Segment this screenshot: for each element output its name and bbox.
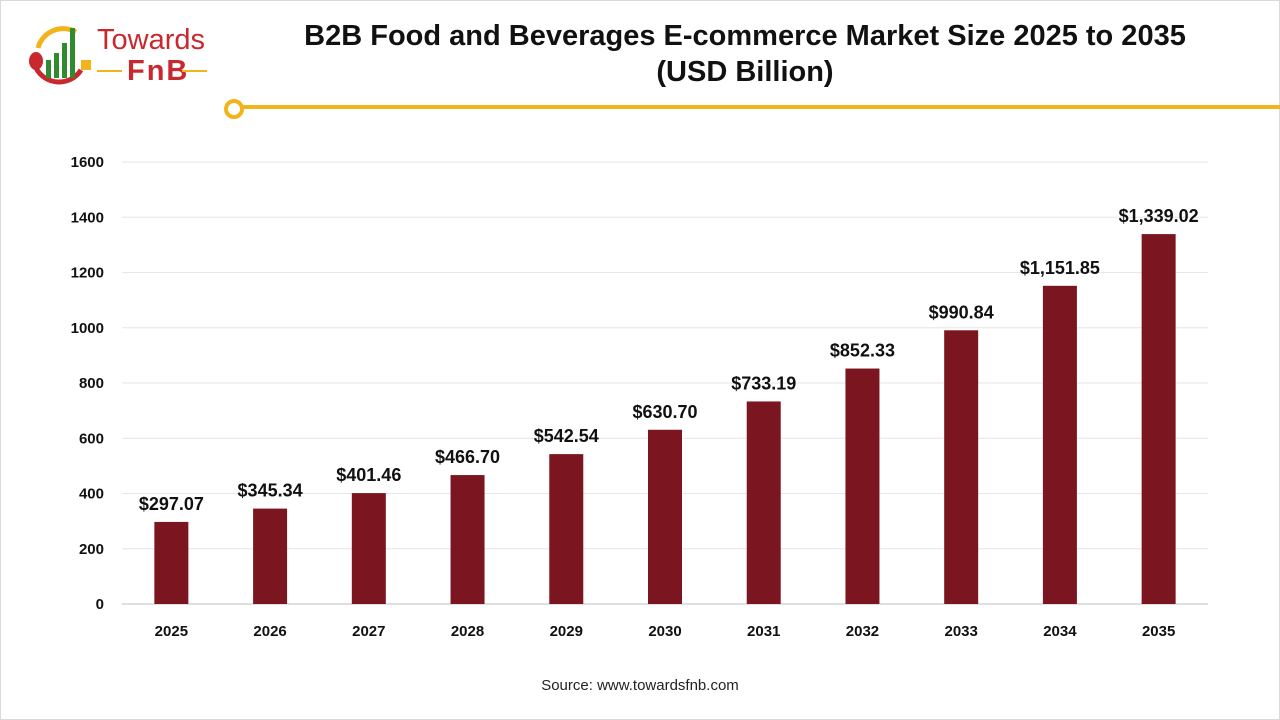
x-tick-label: 2026 (253, 623, 286, 640)
y-tick-label: 1400 (71, 209, 104, 226)
chart-title: B2B Food and Beverages E-commerce Market… (240, 18, 1250, 90)
bar-2034 (1042, 285, 1077, 604)
data-label: $297.07 (139, 494, 204, 514)
accent-line (242, 105, 1280, 109)
x-tick-label: 2034 (1043, 623, 1077, 640)
data-label: $345.34 (238, 481, 303, 501)
data-label: $542.54 (534, 426, 599, 446)
data-label: $630.70 (632, 402, 697, 422)
logo-rule-left (97, 70, 122, 72)
x-tick-label: 2029 (550, 623, 583, 640)
data-label: $1,151.85 (1020, 258, 1100, 278)
x-tick-label: 2030 (648, 623, 681, 640)
y-tick-label: 1000 (71, 320, 104, 337)
bar-2028 (450, 475, 485, 604)
data-label: $466.70 (435, 447, 500, 467)
x-tick-label: 2033 (944, 623, 977, 640)
bar-2027 (351, 493, 386, 604)
data-label: $1,339.02 (1119, 206, 1199, 226)
y-tick-label: 200 (79, 541, 104, 558)
logo-text-fnb: FnB (127, 55, 190, 87)
bar-2033 (944, 330, 979, 604)
bar-2032 (845, 368, 880, 604)
bar-2030 (648, 429, 682, 604)
title-line-2: (USD Billion) (656, 56, 834, 88)
x-tick-label: 2032 (846, 623, 879, 640)
data-label: $401.46 (336, 465, 401, 485)
data-label: $852.33 (830, 341, 895, 361)
title-line-1: B2B Food and Beverages E-commerce Market… (304, 20, 1186, 52)
bar-2026 (253, 508, 288, 604)
data-label: $733.19 (731, 373, 796, 393)
bar-2035 (1141, 234, 1176, 605)
source-note: Source: www.towardsfnb.com (541, 677, 739, 694)
data-label: $990.84 (929, 302, 994, 322)
x-tick-label: 2027 (352, 623, 385, 640)
logo-rule-right (182, 70, 207, 72)
y-tick-label: 0 (96, 596, 104, 613)
logo-icon (29, 26, 91, 85)
x-tick-label: 2028 (451, 623, 484, 640)
y-tick-label: 600 (79, 430, 104, 447)
y-tick-label: 800 (79, 375, 104, 392)
bar-2031 (746, 401, 781, 604)
bar-2029 (549, 454, 584, 604)
accent-circle (224, 99, 244, 119)
x-tick-label: 2035 (1142, 623, 1175, 640)
x-tick-label: 2025 (155, 623, 188, 640)
bar-2025 (154, 521, 189, 604)
y-tick-label: 400 (79, 486, 104, 503)
y-tick-label: 1600 (71, 154, 104, 171)
logo-text: Towards (97, 24, 205, 56)
x-tick-label: 2031 (747, 623, 780, 640)
y-tick-label: 1200 (71, 265, 104, 282)
